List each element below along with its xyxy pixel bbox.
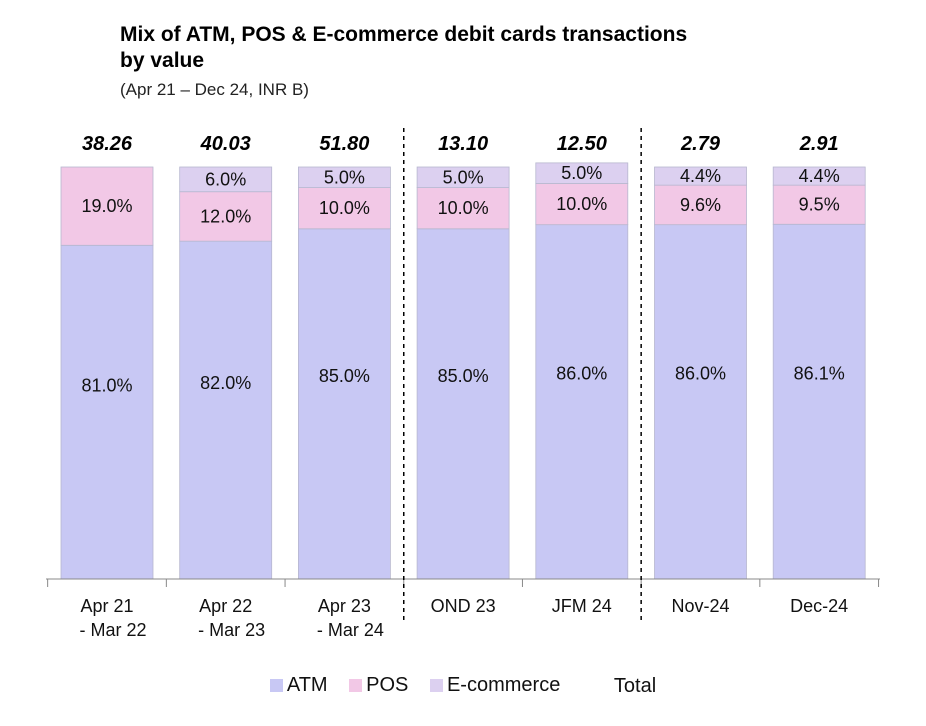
category-label-5-0: Nov-24 [671, 596, 729, 616]
data-label-pos-3: 10.0% [438, 198, 489, 218]
data-label-atm-2: 85.0% [319, 366, 370, 386]
data-label-atm-1: 82.0% [200, 373, 251, 393]
legend-item-atm: ATM [269, 674, 328, 697]
data-label-atm-3: 85.0% [438, 366, 489, 386]
bar-atm-2 [297, 228, 391, 580]
bar-atm-3 [416, 228, 510, 580]
legend-label-pos: POS [366, 674, 409, 696]
category-label-3-0: OND 23 [431, 596, 496, 616]
category-label-2-1: - Mar 24 [317, 620, 384, 640]
data-label-atm-4: 86.0% [556, 363, 607, 383]
data-label-e-commerce-6: 4.4% [799, 166, 840, 186]
data-label-e-commerce-1: 6.0% [205, 169, 246, 189]
bar-e-commerce-3 [416, 166, 510, 189]
chart-title-line2: by value [120, 49, 205, 72]
data-label-pos-4: 10.0% [556, 194, 607, 214]
category-label-1-0: Apr 22 [199, 596, 252, 616]
total-label-0: 38.26 [82, 133, 133, 155]
data-label-e-commerce-2: 5.0% [324, 167, 365, 187]
total-label-6: 2.91 [799, 133, 839, 155]
category-label-0-0: Apr 21 [80, 596, 133, 616]
bar-atm-4 [535, 224, 629, 580]
legend-label-atm: ATM [286, 674, 328, 696]
chart-title: Mix of ATM, POS & E-commerce debit cards… [120, 22, 840, 74]
total-label-2: 51.80 [319, 133, 369, 155]
total-label-4: 12.50 [557, 133, 607, 155]
legend-swatch-ecommerce [429, 679, 443, 692]
data-label-pos-0: 19.0% [81, 196, 132, 216]
data-label-pos-6: 9.5% [799, 195, 840, 215]
data-label-atm-5: 86.0% [675, 363, 726, 383]
bar-pos-5 [654, 184, 747, 226]
total-label-5: 2.79 [680, 133, 721, 155]
category-label-6-0: Dec-24 [790, 596, 848, 616]
data-label-pos-5: 9.6% [680, 195, 721, 215]
total-label-1: 40.03 [200, 133, 251, 155]
bar-pos-6 [772, 184, 866, 225]
data-label-e-commerce-3: 5.0% [443, 167, 484, 187]
bar-e-commerce-1 [179, 166, 273, 193]
bar-atm-1 [179, 240, 273, 580]
category-label-2-0: Apr 23 [318, 596, 371, 616]
category-label-1-1: - Mar 23 [198, 620, 265, 640]
legend-swatch-pos [349, 679, 363, 692]
bar-e-commerce-6 [772, 166, 866, 186]
bar-pos-0 [60, 166, 154, 246]
category-label-0-1: - Mar 22 [79, 620, 146, 640]
legend-item-pos: POS [349, 674, 408, 697]
chart-subtitle: (Apr 21 – Dec 24, INR B) [120, 80, 309, 99]
legend-label-ecommerce: E-commerce [446, 674, 561, 696]
bar-pos-3 [416, 187, 510, 230]
bar-atm-0 [60, 244, 154, 580]
total-label-3: 13.10 [438, 133, 488, 155]
legend-item-total: Total [614, 675, 656, 698]
legend-item-ecommerce: E-commerce [429, 674, 561, 697]
bar-e-commerce-4 [535, 162, 629, 184]
bar-atm-6 [772, 223, 866, 580]
chart-title-line1: Mix of ATM, POS & E-commerce debit cards… [120, 23, 688, 46]
bar-e-commerce-5 [654, 166, 747, 186]
data-label-e-commerce-5: 4.4% [680, 166, 721, 186]
bar-atm-5 [654, 224, 747, 580]
category-label-4-0: JFM 24 [552, 596, 612, 616]
data-label-e-commerce-4: 5.0% [561, 163, 602, 183]
data-label-atm-6: 86.1% [794, 363, 845, 383]
data-label-pos-1: 12.0% [200, 206, 251, 226]
bar-e-commerce-2 [297, 166, 391, 189]
bar-pos-1 [179, 191, 273, 242]
legend-swatch-atm [269, 679, 283, 692]
chart-legend: ATM POS E-commerce Total [0, 674, 926, 698]
legend-label-total: Total [613, 675, 657, 697]
data-label-pos-2: 10.0% [319, 198, 370, 218]
data-label-atm-0: 81.0% [81, 375, 132, 395]
